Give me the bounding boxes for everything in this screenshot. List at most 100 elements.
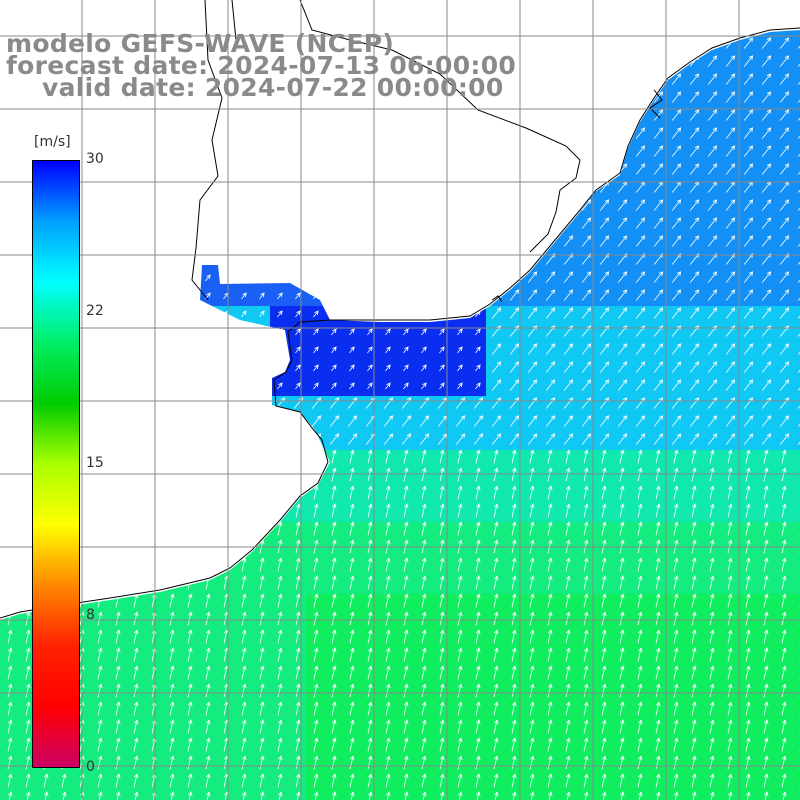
field-cell (792, 450, 800, 468)
wind-arrow (653, 289, 664, 301)
wind-arrow (25, 773, 31, 788)
wind-arrow (439, 647, 445, 662)
wind-arrow (566, 791, 571, 800)
wind-arrow (277, 755, 283, 770)
wind-arrow (313, 683, 319, 698)
wind-arrow (691, 647, 697, 662)
field-cell (612, 792, 630, 800)
wind-arrow (169, 755, 175, 770)
wind-arrow (385, 364, 391, 372)
wind-arrow (746, 791, 751, 800)
wind-arrow (349, 575, 355, 590)
wind-arrow (601, 683, 607, 698)
wind-arrow (761, 343, 772, 355)
field-cell (792, 216, 800, 234)
wind-arrow (205, 274, 211, 282)
wind-arrow (367, 503, 373, 518)
wind-arrow (313, 665, 319, 680)
wind-arrow (637, 521, 643, 536)
wind-arrow (25, 665, 31, 680)
wind-arrow (725, 415, 736, 427)
wind-arrow (439, 701, 445, 716)
wind-arrow (295, 701, 301, 716)
wind-arrow (781, 647, 787, 662)
wind-arrow (44, 791, 49, 800)
wind-arrow (599, 379, 610, 391)
wind-arrow (707, 73, 718, 85)
wind-arrow (619, 683, 625, 698)
wind-arrow (707, 127, 718, 139)
wind-arrow (655, 755, 661, 770)
wind-arrow (169, 683, 175, 698)
field-cell (792, 468, 800, 486)
wind-arrow (565, 719, 571, 734)
wind-arrow (619, 575, 625, 590)
wind-arrow (709, 719, 715, 734)
wind-arrow (473, 433, 484, 445)
wind-arrow (277, 292, 283, 300)
wind-arrow (313, 611, 319, 626)
wind-arrow (601, 467, 607, 482)
wind-arrow (547, 467, 553, 482)
wind-arrow (403, 611, 409, 626)
wind-arrow (241, 683, 247, 698)
wind-arrow (655, 467, 661, 482)
wind-arrow (241, 773, 247, 788)
wind-arrow (313, 346, 319, 354)
wind-arrow (781, 755, 787, 770)
wind-arrow (313, 593, 319, 608)
wind-arrow (349, 629, 355, 644)
wind-arrow (673, 665, 679, 680)
wind-arrow (241, 593, 247, 608)
wind-arrow (259, 755, 265, 770)
wind-arrow (655, 503, 661, 518)
field-cell (468, 792, 486, 800)
wind-arrow (691, 629, 697, 644)
wind-arrow (241, 629, 247, 644)
wind-arrow (583, 629, 589, 644)
wind-arrow (637, 449, 643, 464)
wind-arrow (277, 575, 283, 590)
wind-arrow (241, 737, 247, 752)
wind-arrow (709, 737, 715, 752)
wind-arrow (259, 701, 265, 716)
field-cell (792, 756, 800, 774)
wind-arrow (421, 647, 427, 662)
wind-arrow (187, 665, 193, 680)
wind-arrow (493, 737, 499, 752)
wind-arrow (512, 791, 517, 800)
wind-arrow (635, 307, 646, 319)
wind-arrow (653, 163, 664, 175)
wind-arrow (761, 127, 772, 139)
wind-arrow (527, 289, 538, 301)
wind-arrow (727, 629, 733, 644)
field-cell (324, 792, 342, 800)
field-cell (144, 792, 162, 800)
wind-arrow (421, 521, 427, 536)
wind-arrow (457, 737, 463, 752)
wind-arrow (763, 503, 769, 518)
wind-arrow (295, 557, 301, 572)
wind-arrow (653, 199, 664, 211)
wind-arrow (187, 683, 193, 698)
wind-arrow (727, 719, 733, 734)
wind-arrow (584, 791, 589, 800)
wind-arrow (745, 737, 751, 752)
wind-arrow (367, 611, 373, 626)
wind-arrow (527, 361, 538, 373)
wind-arrow (421, 701, 427, 716)
wind-arrow (599, 415, 610, 427)
wind-arrow (457, 665, 463, 680)
wind-arrow (313, 382, 319, 390)
wind-arrow (331, 346, 337, 354)
wind-arrow (457, 683, 463, 698)
wind-arrow (511, 557, 517, 572)
wind-arrow (241, 755, 247, 770)
wind-arrow (673, 683, 679, 698)
wind-arrow (671, 289, 682, 301)
wind-arrow (743, 379, 754, 391)
wind-arrow (385, 611, 391, 626)
wind-arrow (457, 557, 463, 572)
field-cell (18, 792, 36, 800)
wind-arrow (25, 737, 31, 752)
